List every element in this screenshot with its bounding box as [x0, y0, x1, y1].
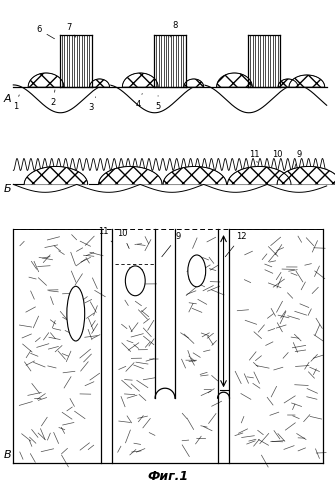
Bar [113, 229, 155, 463]
Text: 10: 10 [272, 150, 282, 164]
Bar [13, 229, 100, 463]
Text: 9: 9 [295, 150, 301, 168]
Text: А: А [3, 94, 11, 104]
Text: 6: 6 [36, 25, 54, 39]
Text: 4: 4 [136, 93, 142, 109]
Text: 5: 5 [156, 96, 161, 111]
Ellipse shape [125, 266, 145, 296]
Text: 12: 12 [225, 232, 247, 257]
Text: 9: 9 [162, 232, 180, 257]
Text: 11: 11 [249, 150, 259, 163]
Text: 10: 10 [117, 229, 129, 249]
Text: 7: 7 [66, 23, 76, 37]
Text: 1: 1 [13, 95, 19, 111]
Text: Б: Б [3, 184, 11, 194]
Text: 2: 2 [50, 90, 55, 107]
Text: Фиг.1: Фиг.1 [148, 470, 188, 483]
Text: В: В [3, 450, 11, 460]
Bar [229, 229, 323, 463]
Bar [175, 229, 218, 463]
Text: 11: 11 [98, 227, 112, 242]
Ellipse shape [67, 286, 85, 341]
Ellipse shape [188, 255, 206, 287]
Text: 3: 3 [88, 97, 96, 112]
Text: 8: 8 [170, 21, 178, 37]
